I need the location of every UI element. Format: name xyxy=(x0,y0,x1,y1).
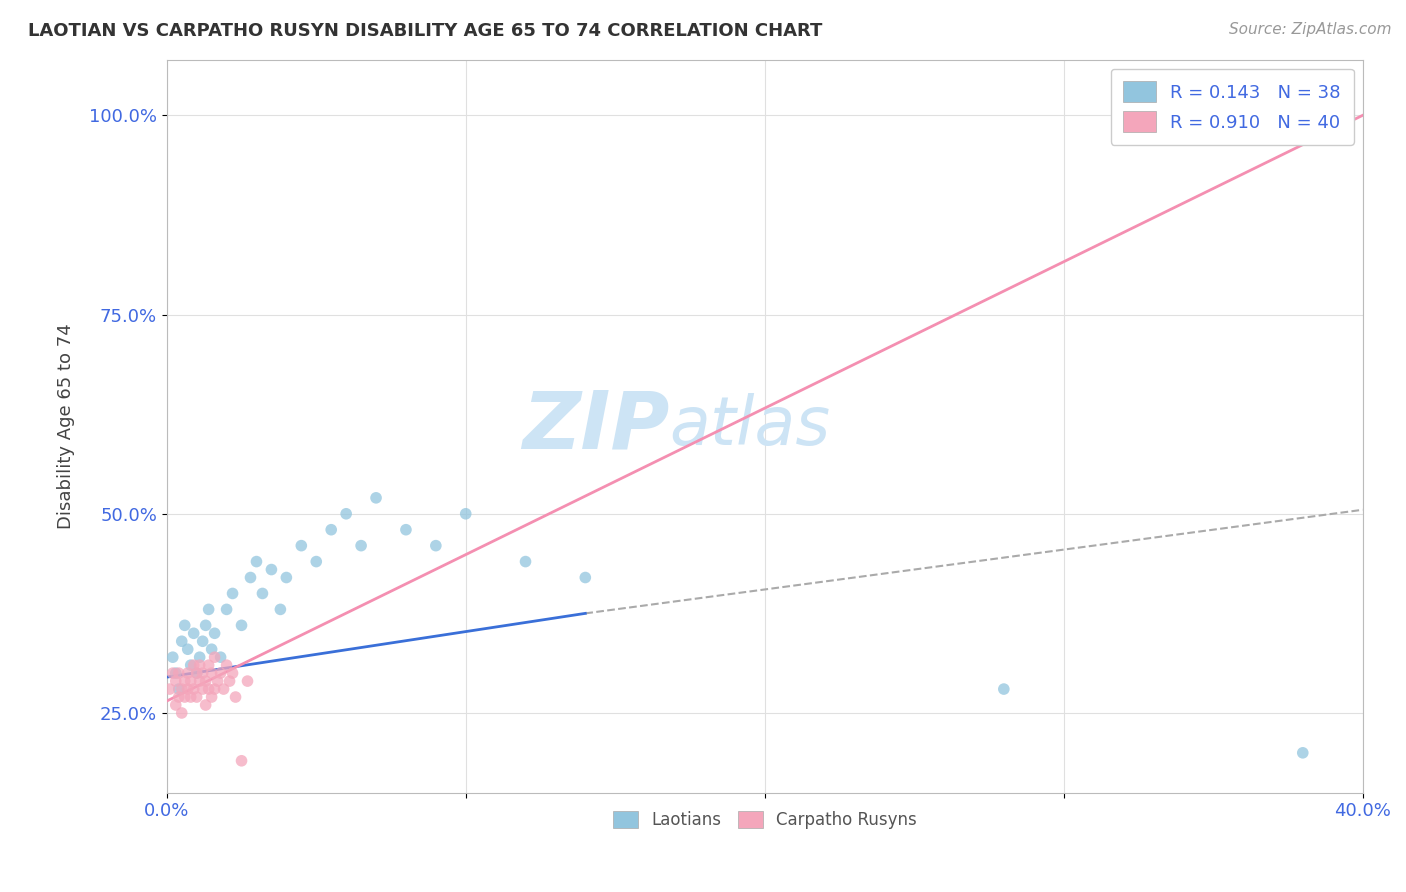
Point xyxy=(186,690,208,704)
Point xyxy=(180,690,202,704)
Point xyxy=(260,563,283,577)
Point xyxy=(173,690,195,704)
Point xyxy=(165,666,187,681)
Point xyxy=(173,674,195,689)
Point xyxy=(194,674,217,689)
Point xyxy=(993,682,1015,697)
Point xyxy=(197,602,219,616)
Point xyxy=(194,618,217,632)
Point xyxy=(167,666,190,681)
Point xyxy=(204,650,226,665)
Point xyxy=(165,698,187,712)
Point xyxy=(209,650,232,665)
Point xyxy=(239,570,262,584)
Point xyxy=(201,642,224,657)
Text: atlas: atlas xyxy=(669,393,830,459)
Point xyxy=(221,666,243,681)
Point xyxy=(180,658,202,673)
Point xyxy=(188,674,211,689)
Point xyxy=(252,586,274,600)
Point xyxy=(454,507,477,521)
Point xyxy=(170,634,193,648)
Point xyxy=(191,682,214,697)
Point xyxy=(209,666,232,681)
Point xyxy=(215,658,238,673)
Point xyxy=(162,650,184,665)
Point xyxy=(231,618,253,632)
Point xyxy=(204,682,226,697)
Point xyxy=(183,658,205,673)
Point xyxy=(162,666,184,681)
Point xyxy=(221,586,243,600)
Point xyxy=(515,555,537,569)
Point xyxy=(215,602,238,616)
Point xyxy=(183,626,205,640)
Point xyxy=(212,682,235,697)
Point xyxy=(167,682,190,697)
Point xyxy=(201,690,224,704)
Y-axis label: Disability Age 65 to 74: Disability Age 65 to 74 xyxy=(58,323,75,529)
Point xyxy=(183,682,205,697)
Point xyxy=(231,754,253,768)
Point xyxy=(335,507,357,521)
Point xyxy=(395,523,418,537)
Text: ZIP: ZIP xyxy=(522,387,669,465)
Point xyxy=(167,690,190,704)
Point xyxy=(186,666,208,681)
Point xyxy=(186,666,208,681)
Point xyxy=(201,666,224,681)
Point xyxy=(207,674,229,689)
Point xyxy=(170,706,193,720)
Point xyxy=(197,658,219,673)
Text: LAOTIAN VS CARPATHO RUSYN DISABILITY AGE 65 TO 74 CORRELATION CHART: LAOTIAN VS CARPATHO RUSYN DISABILITY AGE… xyxy=(28,22,823,40)
Point xyxy=(180,674,202,689)
Point xyxy=(1292,108,1315,122)
Point xyxy=(177,682,200,697)
Point xyxy=(574,570,596,584)
Point xyxy=(425,539,447,553)
Point xyxy=(159,682,181,697)
Point xyxy=(165,674,187,689)
Point xyxy=(290,539,312,553)
Point xyxy=(188,658,211,673)
Point xyxy=(177,642,200,657)
Point xyxy=(173,618,195,632)
Point xyxy=(350,539,373,553)
Point xyxy=(188,650,211,665)
Point xyxy=(1292,746,1315,760)
Point xyxy=(269,602,291,616)
Point xyxy=(191,666,214,681)
Point xyxy=(245,555,267,569)
Point xyxy=(177,666,200,681)
Point xyxy=(204,626,226,640)
Point xyxy=(191,634,214,648)
Text: Source: ZipAtlas.com: Source: ZipAtlas.com xyxy=(1229,22,1392,37)
Point xyxy=(321,523,343,537)
Point xyxy=(197,682,219,697)
Point xyxy=(225,690,247,704)
Point xyxy=(236,674,259,689)
Legend: Laotians, Carpatho Rusyns: Laotians, Carpatho Rusyns xyxy=(606,804,924,836)
Point xyxy=(170,682,193,697)
Point xyxy=(364,491,387,505)
Point xyxy=(218,674,240,689)
Point xyxy=(305,555,328,569)
Point xyxy=(194,698,217,712)
Point xyxy=(276,570,298,584)
